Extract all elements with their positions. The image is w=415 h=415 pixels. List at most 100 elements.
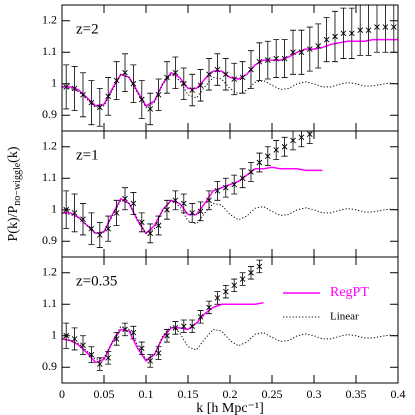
y-axis-label: P(k)/Pno−wiggle(k) [6,146,23,241]
data-point [340,30,347,37]
data-point [256,159,263,166]
data-point [122,326,128,333]
y-tick-label: 1.1 [42,170,57,184]
data-point [138,345,145,352]
legend-label: RegPT [330,285,369,300]
data-point [214,188,221,194]
data-point [189,87,196,93]
series-line [62,301,264,364]
y-tick-label: 0.9 [42,107,57,121]
data-point [248,66,254,73]
y-tick-label: 0.9 [42,233,57,247]
data-point [155,222,162,229]
data-point [96,104,103,111]
data-point [164,206,170,213]
data-point [264,57,271,63]
data-point [273,147,280,153]
y-tick-label: 1.2 [42,265,57,279]
data-point [239,276,246,282]
data-point [231,181,238,188]
data-point [172,197,179,204]
panel-frame [61,130,399,258]
y-axis-label-part: no−wiggle [12,162,23,205]
data-point [147,106,154,112]
x-tick-label: 0.2 [223,387,238,401]
data-point [113,210,120,216]
data-point [105,225,112,232]
data-point [197,82,204,89]
data-point [231,282,238,289]
data-point [105,354,112,361]
data-point [147,358,154,364]
data-point [290,49,296,56]
legend-label: Linear [330,311,359,323]
y-tick-label: 1 [51,202,57,216]
data-point [71,85,78,92]
y-tick-label: 1.1 [42,296,57,310]
data-point [374,24,380,30]
x-tick-label: 0.05 [94,387,115,401]
panel-frame [61,256,399,384]
data-point [222,71,229,78]
y-tick-label: 1 [51,328,57,342]
series-line [62,73,398,109]
data-point [180,200,187,207]
x-tick-label: 0.4 [391,387,406,401]
data-point [113,77,120,84]
y-tick-label: 1.1 [42,44,57,58]
data-point [122,69,128,76]
data-point [189,323,196,330]
series-line [62,166,323,235]
panel-label: z=2 [76,21,99,37]
data-point [180,80,187,87]
data-point [155,91,162,98]
data-point [264,153,271,160]
data-point [239,74,246,81]
data-point [382,24,389,30]
y-tick-label: 1.2 [42,13,57,27]
plot-area [62,5,398,127]
data-point [357,27,364,34]
data-point [290,137,296,144]
data-point [71,336,78,342]
data-point [390,24,397,30]
data-point [96,361,103,367]
data-point [96,232,103,238]
data-point [206,197,212,204]
data-point [80,91,86,98]
y-tick-label: 1.2 [42,139,57,153]
x-tick-label: 0.1 [139,387,154,401]
data-point [88,225,95,232]
data-point [138,96,145,103]
panel-label: z=1 [76,147,99,163]
data-point [306,131,313,137]
data-point [323,36,330,43]
data-point [222,288,229,295]
data-point [164,74,170,81]
y-tick-label: 1 [51,76,57,90]
data-point [130,329,137,336]
data-point [164,332,170,339]
data-point [71,210,78,216]
data-point [248,269,254,276]
data-point [281,55,288,62]
data-point [197,208,204,215]
plot-area [62,131,398,248]
data-point [189,210,196,216]
data-point [147,230,154,237]
data-point [130,200,137,207]
data-point [306,46,313,52]
series-line [62,199,398,235]
data-point [105,93,112,100]
plot-area [62,259,398,371]
panel-frame [61,4,399,132]
x-tick-label: 0.25 [262,387,283,401]
data-point [231,76,238,82]
data-point [180,323,187,330]
data-point [248,169,254,175]
panel-label: z=0.35 [76,273,117,289]
data-point [214,295,221,301]
data-point [197,314,204,320]
x-axis-label: k [h Mpc⁻¹] [196,401,264,415]
